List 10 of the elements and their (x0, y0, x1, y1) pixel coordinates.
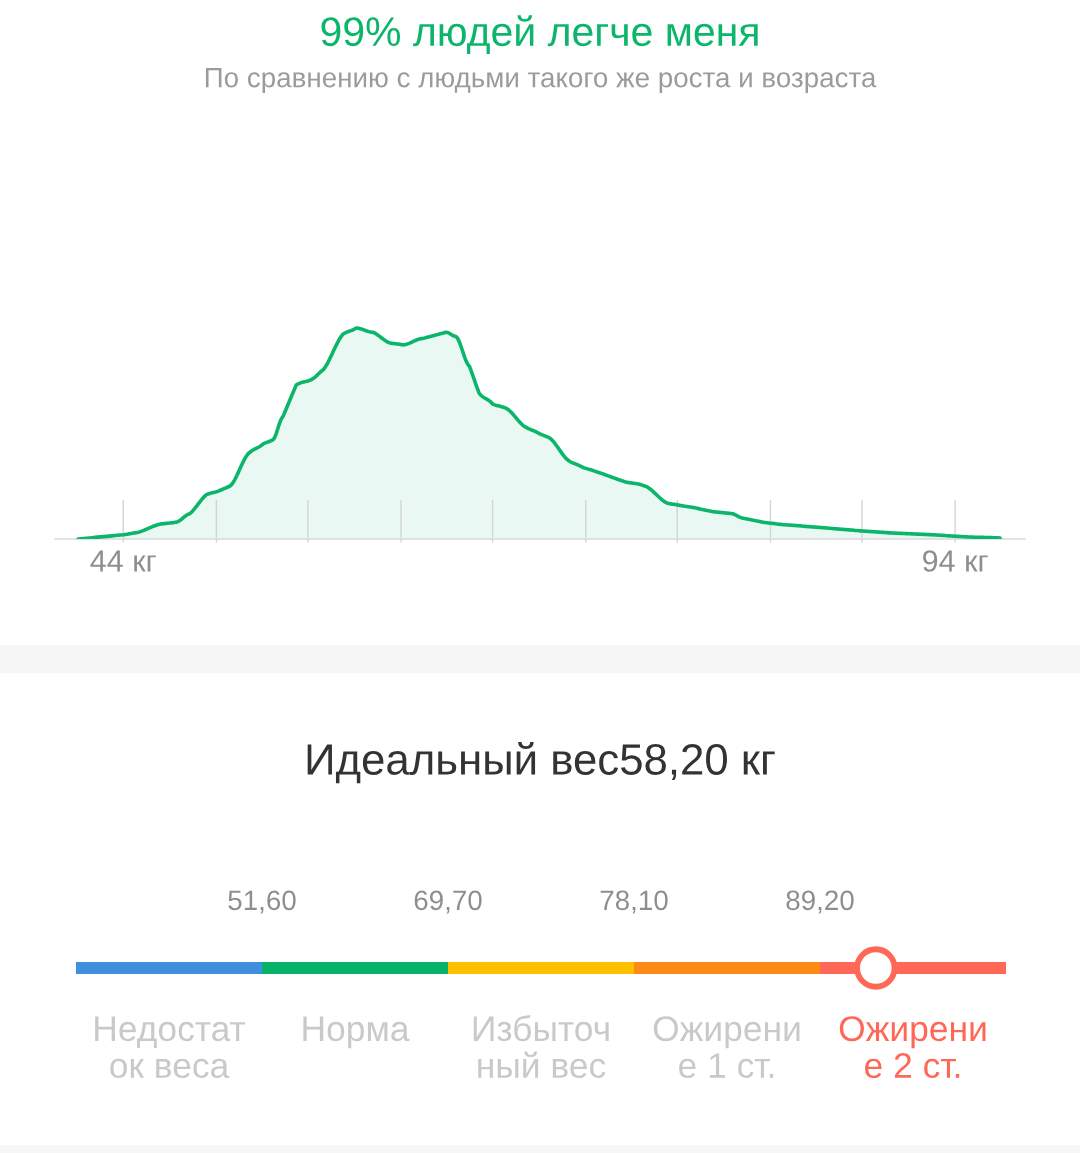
text: 78,10 (600, 890, 668, 914)
text: 69,70 (414, 890, 482, 914)
x-tick-label: 94 кг (923, 550, 988, 572)
chart-title: 99% людей легче меня (321, 15, 758, 54)
chart-subtitle: По сравнению с людьми такого же роста и возраста (205, 68, 877, 93)
text: Ожирени е 2 ст. (839, 1016, 986, 1079)
text: 89,20 (786, 890, 854, 914)
text: 51,60 (228, 890, 296, 914)
x-tick-label: 44 кг (90, 550, 156, 572)
text: Идеальный вес58,20 кг (307, 742, 775, 784)
